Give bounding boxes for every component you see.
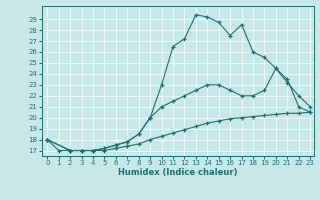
X-axis label: Humidex (Indice chaleur): Humidex (Indice chaleur) — [118, 168, 237, 177]
